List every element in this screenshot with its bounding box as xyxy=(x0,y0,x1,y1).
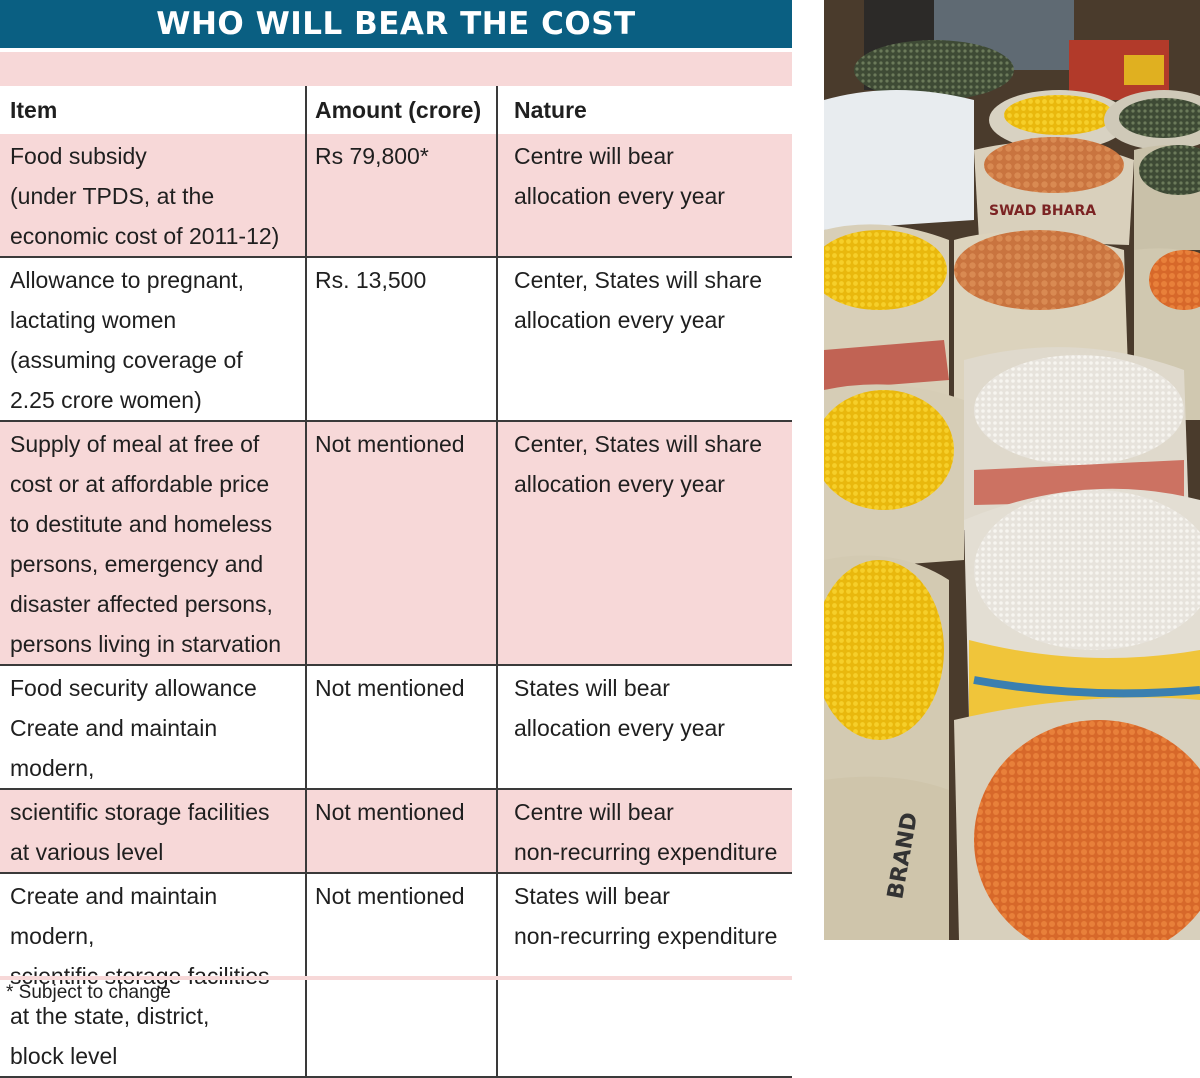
cell-amount-line: Not mentioned xyxy=(315,431,465,457)
cell-nature: States will bear non-recurring expenditur… xyxy=(496,873,792,1078)
cell-item-line: 2.25 crore women) xyxy=(10,387,202,413)
cell-nature: Center, States will share allocation ever… xyxy=(496,257,792,422)
table-row: Allowance to pregnant, lactating women (as… xyxy=(0,257,792,422)
cell-item-line: Food security allowance xyxy=(10,675,257,701)
cell-amount: Rs 79,800* xyxy=(305,134,497,258)
cell-nature-line: Centre will bear xyxy=(514,143,674,169)
cell-item-line: Food subsidy xyxy=(10,143,147,169)
header-strip xyxy=(0,52,792,86)
cell-item: Create and maintain modern,scientific st… xyxy=(0,873,306,1078)
cell-item-line: lactating women xyxy=(10,307,177,333)
cell-amount: Not mentioned xyxy=(305,873,497,1078)
cell-item-line: persons living in starvation xyxy=(10,631,282,657)
cell-amount: Not mentioned xyxy=(305,421,497,666)
cell-nature: States will bear allocation every year xyxy=(496,665,792,790)
bottom-strip xyxy=(0,976,792,980)
cell-nature-line: Center, States will share xyxy=(514,267,763,293)
cell-item: scientific storage facilities at various … xyxy=(0,789,306,874)
cell-amount-line: Not mentioned xyxy=(315,883,465,909)
table-body: Food subsidy (under TPDS, at the economic … xyxy=(0,134,792,1078)
banner-title: WHO WILL BEAR THE COST xyxy=(0,0,792,48)
cell-nature: Center, States will share allocation ever… xyxy=(496,421,792,666)
cell-item-line: scientific storage facilities xyxy=(10,799,270,825)
cell-item-line: (assuming coverage of xyxy=(10,347,243,373)
header-amount: Amount (crore) xyxy=(305,86,497,134)
cell-nature-line: allocation every year xyxy=(514,715,725,741)
table-row: Food security allowance Create and mainta… xyxy=(0,665,792,790)
cell-item-line: block level xyxy=(10,1043,118,1069)
table-row: Food subsidy (under TPDS, at the economic … xyxy=(0,134,792,258)
article-text-fragment xyxy=(826,984,835,1010)
cell-item-line: Create and maintain modern, xyxy=(10,883,218,949)
cell-item: Food subsidy (under TPDS, at the economic … xyxy=(0,134,306,258)
cell-amount: Not mentioned xyxy=(305,789,497,874)
sack-print-1: SWAD BHARA xyxy=(989,203,1096,219)
table-row: Create and maintain modern,scientific st… xyxy=(0,873,792,1078)
table-header-row: Item Amount (crore) Nature xyxy=(0,86,792,134)
cell-item-line: at various level xyxy=(10,839,164,865)
cell-amount: Rs. 13,500 xyxy=(305,257,497,422)
cell-item: Food security allowance Create and mainta… xyxy=(0,665,306,790)
table-row: Supply of meal at free of cost or at affo… xyxy=(0,421,792,666)
cell-amount-line: Rs. 13,500 xyxy=(315,267,427,293)
cell-amount-line: Not mentioned xyxy=(315,675,465,701)
cell-item-line: disaster affected persons, xyxy=(10,591,273,617)
grain-sacks-photo: SWAD BHARA BRAND xyxy=(824,0,1200,940)
header-nature: Nature xyxy=(496,86,792,134)
header-item: Item xyxy=(0,86,306,134)
cell-item-line: Create and maintain modern, xyxy=(10,715,218,781)
cell-nature-line: allocation every year xyxy=(514,307,725,333)
cell-amount-line: Not mentioned xyxy=(315,799,465,825)
cell-item-line: (under TPDS, at the xyxy=(10,183,215,209)
cell-nature: Centre will bear allocation every year xyxy=(496,134,792,258)
cell-item-line: Allowance to pregnant, xyxy=(10,267,244,293)
cell-nature-line: non-recurring expenditure xyxy=(514,923,778,949)
cell-nature-line: allocation every year xyxy=(514,471,725,497)
table-row: scientific storage facilities at various … xyxy=(0,789,792,874)
cell-nature-line: States will bear xyxy=(514,675,670,701)
cell-item: Allowance to pregnant, lactating women (as… xyxy=(0,257,306,422)
cost-table: Item Amount (crore) Nature Food subsidy (… xyxy=(0,86,792,1078)
cell-item-line: persons, emergency and xyxy=(10,551,264,577)
footnote: * Subject to change xyxy=(6,982,171,1003)
cell-nature-line: States will bear xyxy=(514,883,670,909)
cell-item-line: cost or at affordable price xyxy=(10,471,270,497)
cell-nature-line: Centre will bear xyxy=(514,799,674,825)
cell-item-line: to destitute and homeless xyxy=(10,511,273,537)
cell-amount: Not mentioned xyxy=(305,665,497,790)
cell-item-line: Supply of meal at free of xyxy=(10,431,260,457)
cell-amount-line: Rs 79,800* xyxy=(315,143,429,169)
cell-nature-line: allocation every year xyxy=(514,183,725,209)
cell-item: Supply of meal at free of cost or at affo… xyxy=(0,421,306,666)
cell-nature-line: non-recurring expenditure xyxy=(514,839,778,865)
cell-nature: Centre will bear non-recurring expenditur… xyxy=(496,789,792,874)
cost-infographic: WHO WILL BEAR THE COST Item Amount (cror… xyxy=(0,0,792,1078)
cell-nature-line: Center, States will share xyxy=(514,431,763,457)
cell-item-line: economic cost of 2011-12) xyxy=(10,223,280,249)
